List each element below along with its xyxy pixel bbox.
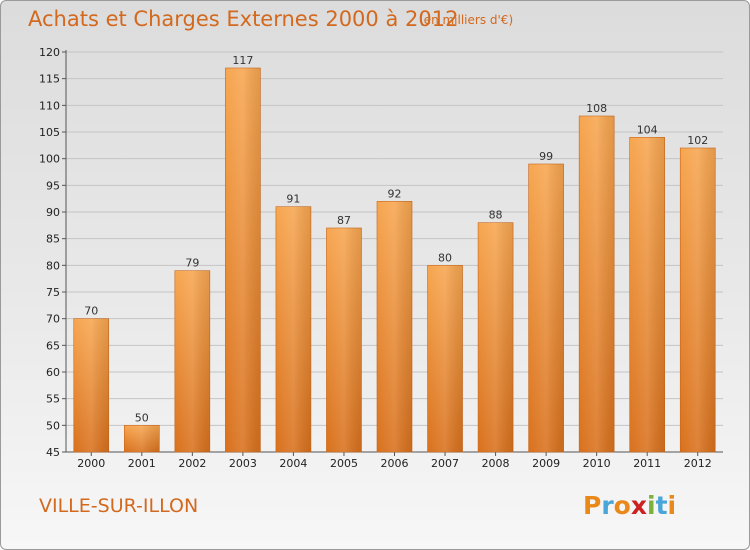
bar-shade bbox=[680, 148, 716, 452]
x-tick-label: 2008 bbox=[482, 457, 510, 470]
data-label: 50 bbox=[135, 411, 149, 424]
x-tick-label: 2011 bbox=[633, 457, 661, 470]
y-tick-label: 50 bbox=[46, 419, 60, 432]
x-tick-label: 2007 bbox=[431, 457, 459, 470]
data-label: 70 bbox=[84, 305, 98, 318]
bar-shade bbox=[478, 222, 514, 452]
chart-subtitle: (en milliers d'€) bbox=[419, 13, 514, 27]
bar-shade bbox=[629, 137, 665, 453]
logo-letter: r bbox=[601, 491, 614, 520]
y-tick-label: 60 bbox=[46, 366, 60, 379]
data-label: 99 bbox=[539, 150, 553, 163]
x-tick-label: 2010 bbox=[583, 457, 611, 470]
logo-letter: P bbox=[583, 491, 602, 520]
x-tick-label: 2009 bbox=[532, 457, 560, 470]
x-tick-label: 2002 bbox=[178, 457, 206, 470]
y-tick-label: 80 bbox=[46, 259, 60, 272]
y-tick-label: 75 bbox=[46, 286, 60, 299]
data-label: 91 bbox=[286, 193, 300, 206]
y-tick-label: 85 bbox=[46, 233, 60, 246]
bar-shade bbox=[174, 270, 210, 452]
bar-shade bbox=[124, 425, 160, 452]
y-tick-label: 55 bbox=[46, 393, 60, 406]
city-name: VILLE-SUR-ILLON bbox=[39, 495, 199, 517]
bar-shade bbox=[73, 318, 109, 452]
bars bbox=[73, 67, 716, 453]
y-tick-label: 65 bbox=[46, 339, 60, 352]
bar-shade bbox=[528, 164, 564, 452]
x-tick-label: 2001 bbox=[128, 457, 156, 470]
bar-shade bbox=[275, 206, 311, 452]
data-labels: 70 50 79 117 91 87 92 80 88 99 108 104 102 bbox=[84, 54, 708, 424]
bar-shade bbox=[579, 116, 615, 452]
data-label: 80 bbox=[438, 251, 452, 264]
data-label: 87 bbox=[337, 214, 351, 227]
x-tick-label: 2006 bbox=[381, 457, 409, 470]
y-tick-label: 95 bbox=[46, 179, 60, 192]
y-tick-label: 100 bbox=[39, 153, 60, 166]
logo-letter: i bbox=[647, 491, 656, 520]
x-tick-labels: 2000 2001 2002 2003 2004 2005 2006 2007 2008 2009… bbox=[77, 457, 711, 470]
bar-shade bbox=[225, 68, 261, 452]
chart-title: Achats et Charges Externes 2000 à 2012 bbox=[28, 7, 459, 31]
data-label: 92 bbox=[388, 187, 402, 200]
data-label: 108 bbox=[586, 102, 607, 115]
logo-letter: x bbox=[630, 491, 647, 520]
y-tick-label: 90 bbox=[46, 206, 60, 219]
y-tick-label: 70 bbox=[46, 313, 60, 326]
logo-letter: t bbox=[655, 491, 668, 520]
y-tick-label: 110 bbox=[39, 99, 60, 112]
bar-shade bbox=[377, 201, 412, 452]
x-tick-label: 2004 bbox=[279, 457, 307, 470]
y-tick-label: 105 bbox=[39, 126, 60, 139]
logo-letter: i bbox=[667, 491, 677, 520]
x-tick-label: 2012 bbox=[684, 457, 712, 470]
data-label: 102 bbox=[687, 134, 708, 147]
x-tick-label: 2000 bbox=[77, 457, 105, 470]
x-tick-label: 2003 bbox=[229, 457, 257, 470]
bar-shade bbox=[427, 265, 463, 452]
data-label: 117 bbox=[232, 54, 253, 67]
data-label: 104 bbox=[637, 123, 658, 136]
y-tick-label: 120 bbox=[39, 46, 60, 59]
data-label: 79 bbox=[185, 257, 199, 270]
x-tick-label: 2005 bbox=[330, 457, 358, 470]
data-label: 88 bbox=[489, 209, 503, 222]
bar-shade bbox=[326, 228, 362, 452]
y-tick-labels: 45 50 55 60 65 70 75 80 85 90 95 100 105 110 115 120 bbox=[39, 46, 60, 459]
proxiti-logo: Proxiti bbox=[583, 491, 676, 520]
y-tick-label: 115 bbox=[39, 73, 60, 86]
y-tick-label: 45 bbox=[46, 446, 60, 459]
logo-letter: o bbox=[613, 491, 631, 520]
